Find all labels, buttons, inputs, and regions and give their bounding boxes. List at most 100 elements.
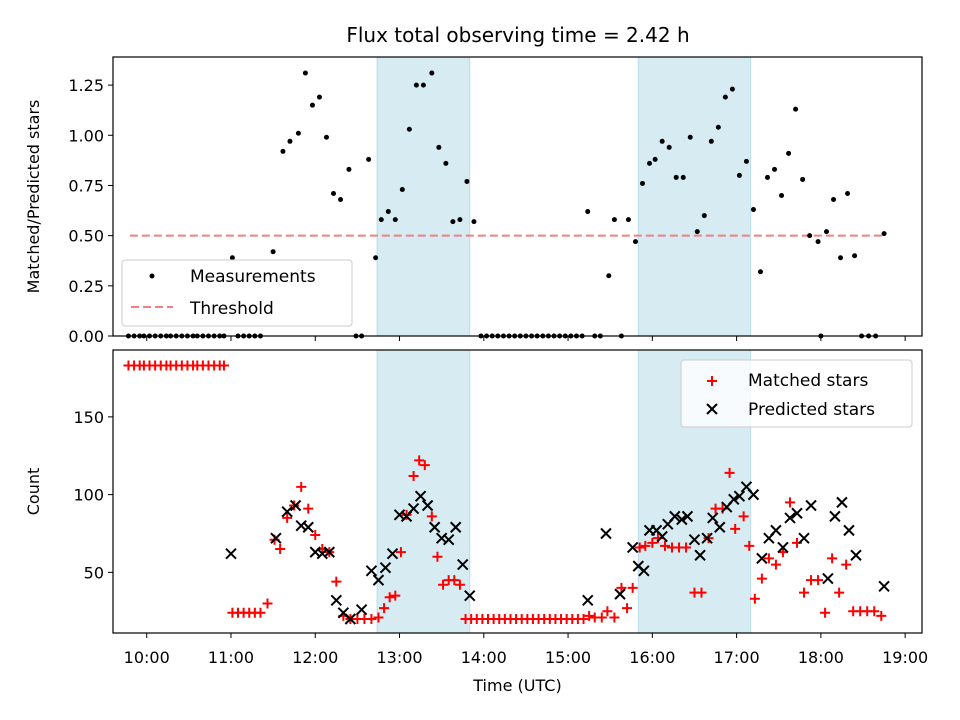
matched-star-marker [438,579,449,590]
measurement-point [800,176,806,182]
measurement-point [680,174,686,180]
predicted-star-marker [372,574,385,586]
legend-box [121,259,353,327]
measurement-point [708,138,714,144]
matched-star-marker [255,607,266,618]
legend-marker-measurements [149,273,155,279]
x-tick-label: 19:00 [882,648,928,667]
axes-frame [112,349,923,634]
predicted-star-marker [714,521,726,533]
matched-star-marker [724,467,735,478]
measurement-point [406,126,412,132]
predicted-star-marker [626,541,639,554]
measurement-point [331,190,337,196]
predicted-star-marker [449,521,462,533]
measurement-point [722,94,728,100]
measurement-point [823,229,829,235]
measurement-point [366,156,372,162]
matched-star-marker [384,592,395,603]
x-axis-label: Time (UTC) [472,676,561,695]
predicted-star-marker [457,558,469,571]
x-tick-label: 13:00 [376,648,422,667]
measurement-point [793,106,799,112]
shaded-interval [376,349,471,634]
measurement-point [585,209,591,215]
matched-star-marker [262,598,273,609]
predicted-star-marker [694,549,706,561]
matched-star-marker [602,606,613,617]
y-tick-label: 0.00 [68,327,104,346]
y-axis-label: Matched/Predicted stars [24,100,43,294]
matched-star-marker [784,497,795,508]
y-axis-label: Count [24,468,43,516]
top-panel: 0.00 0.25 0.50 0.75 1.00 1.25 Matched/Predicte… [24,56,923,346]
x-tick-label: 12:00 [292,648,338,667]
matched-star-marker [616,582,627,593]
y-tick-label: 100 [73,486,104,505]
matched-star-marker [738,511,749,522]
measurement-point [316,94,322,100]
series-predicted-stars [225,481,890,625]
legend-label-threshold: Threshold [189,299,274,319]
matched-star-marker [454,579,465,590]
legend-label-measurements: Measurements [190,267,316,287]
matched-star-marker [627,582,638,593]
matched-star-marker [659,540,670,551]
shaded-interval [637,56,752,337]
predicted-star-marker [464,589,476,602]
predicted-star-marker [850,549,862,561]
measurement-point [385,209,391,215]
predicted-star-marker [756,552,768,565]
measurement-point [392,217,398,223]
y-tick-label: 150 [73,408,104,427]
shaded-interval [376,56,471,337]
chart-title: Flux total observing time = 2.42 h [346,23,689,47]
measurement-point [270,249,276,255]
matched-star-marker [366,614,377,625]
measurement-point [666,144,672,150]
predicted-star-marker [386,547,399,560]
predicted-star-marker [669,510,681,523]
bottom-panel: 50 100 150 10:00 11:00 12:00 13:00 14:00 15:00 16… [24,349,928,695]
predicted-star-marker [379,561,392,574]
measurement-point [772,166,778,172]
matched-star-marker [419,460,430,471]
measurement-point [701,213,707,219]
measurement-point [852,253,858,259]
x-tick-label: 18:00 [798,648,844,667]
predicted-star-marker [707,512,719,524]
predicted-star-marker [330,594,343,607]
predicted-star-marker [843,524,855,537]
predicted-star-marker [701,532,713,544]
predicted-star-marker [747,488,760,501]
matched-star-marker [749,593,760,604]
matched-star-marker [578,614,589,625]
predicted-star-marker [798,532,810,544]
measurement-point [715,124,721,130]
predicted-star-marker [295,520,307,532]
matched-star-marker [395,547,406,558]
matched-star-marker [401,509,412,520]
measurement-point [729,86,735,92]
predicted-star-marker [878,580,890,593]
predicted-star-marker [836,496,848,509]
measurement-point [346,166,352,172]
predicted-star-marker [829,510,841,523]
measurement-point [779,192,785,198]
matched-star-marker [681,542,692,553]
matched-star-marker [373,612,384,623]
predicted-star-marker [323,546,336,558]
matched-star-marker [390,590,401,601]
matched-star-marker [799,587,810,598]
predicted-star-marker [791,507,803,519]
predicted-star-marker [309,546,321,558]
measurement-point [457,217,463,223]
measurement-point [743,158,749,164]
measurement-point [750,207,756,213]
measurement-point [413,82,419,88]
measurement-point [765,174,771,180]
predicted-star-marker [442,533,455,546]
measurement-point [280,148,286,154]
y-tick-label: 0.25 [68,277,104,296]
